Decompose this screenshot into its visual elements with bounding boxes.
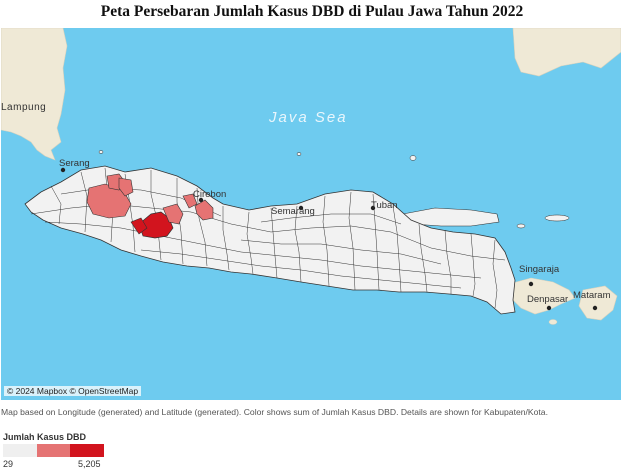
lombok-landmass [578, 285, 618, 321]
city-dot-mataram [592, 305, 598, 311]
kalimantan-landmass [512, 28, 621, 77]
legend-swatch-mid [36, 444, 71, 457]
karimunjawa-island [296, 152, 302, 156]
map-caption: Map based on Longitude (generated) and L… [1, 407, 548, 417]
city-dot-semarang [298, 205, 304, 211]
label-semarang: Semarang [271, 206, 315, 217]
label-java-sea: Java Sea [268, 109, 348, 126]
map-canvas[interactable]: Lampung Java Sea Serang Cirebon Semarang… [1, 28, 621, 400]
label-serang: Serang [59, 158, 90, 169]
seribu-island [98, 150, 104, 154]
legend-max-value: 5,205 [78, 459, 101, 469]
sapudi-island [516, 223, 526, 229]
city-dot-cirebon [198, 197, 204, 203]
label-denpasar: Denpasar [527, 294, 568, 305]
map-view[interactable]: Lampung Java Sea Serang Cirebon Semarang… [1, 28, 621, 400]
kangean-island [544, 214, 570, 222]
label-singaraja: Singaraja [519, 264, 560, 275]
region-indramayu[interactable] [182, 193, 198, 209]
legend-swatch-low [3, 444, 37, 457]
region-sumedang[interactable] [162, 203, 184, 225]
bali-landmass [508, 277, 576, 315]
regency-borders [30, 167, 506, 309]
region-bekasi[interactable] [118, 177, 134, 197]
region-cirebon[interactable] [194, 199, 214, 221]
java-island[interactable] [24, 165, 516, 315]
chart-title: Peta Persebaran Jumlah Kasus DBD di Pula… [100, 3, 524, 20]
region-bandung[interactable] [138, 211, 174, 239]
city-dot-serang [60, 167, 66, 173]
label-tuban: Tuban [371, 200, 398, 211]
legend-min-value: 29 [3, 459, 14, 469]
city-dot-denpasar [546, 305, 552, 311]
sumatra-landmass [1, 28, 68, 161]
map-attribution[interactable]: © 2024 Mapbox © OpenStreetMap [4, 386, 142, 396]
region-bandung-barat[interactable] [130, 217, 148, 235]
legend-color-bar [3, 444, 105, 457]
legend-swatch-high [70, 444, 105, 457]
bawean-island [409, 155, 417, 161]
label-mataram: Mataram [573, 290, 611, 301]
city-dot-tuban [370, 205, 376, 211]
label-cirebon: Cirebon [193, 189, 226, 200]
legend-title: Jumlah Kasus DBD [3, 432, 87, 442]
nusa-penida-island [548, 319, 558, 325]
label-lampung: Lampung [1, 102, 46, 113]
city-dot-singaraja [528, 281, 534, 287]
